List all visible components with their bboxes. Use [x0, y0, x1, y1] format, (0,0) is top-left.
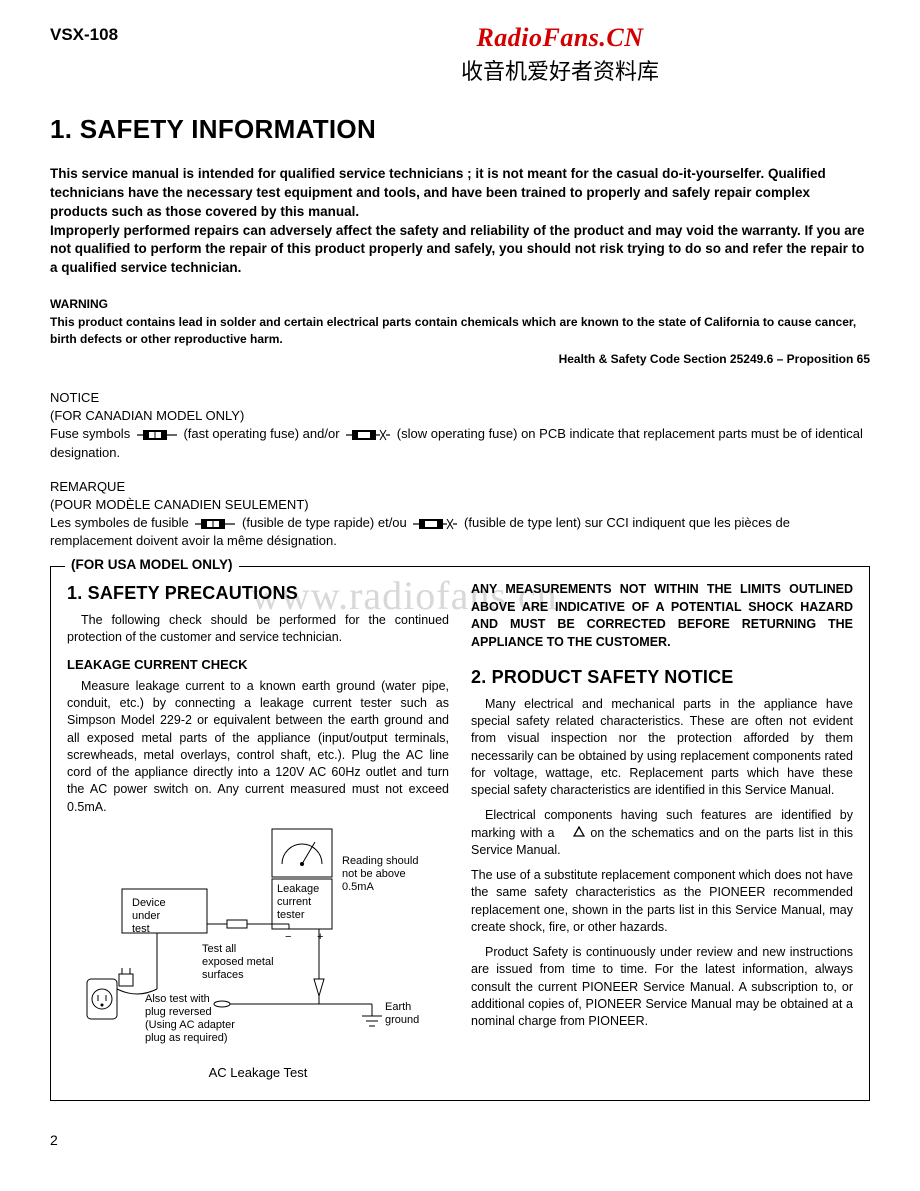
model-number: VSX-108	[50, 20, 250, 47]
diagram-device-l2: under	[132, 910, 160, 922]
diagram-caption: AC Leakage Test	[67, 1064, 449, 1082]
diagram-device-l3: test	[132, 923, 150, 935]
diagram-tester-l2: current	[277, 896, 311, 908]
diagram-plug-l1: Also test with	[145, 993, 210, 1005]
safety-precautions-head: 1. SAFETY PRECAUTIONS	[67, 581, 449, 605]
leakage-diagram: Leakage current tester − + Reading should…	[67, 824, 449, 1082]
warning-block: WARNING This product contains lead in so…	[50, 296, 870, 367]
notice-en: NOTICE (FOR CANADIAN MODEL ONLY) Fuse sy…	[50, 389, 870, 462]
notice-fr-body: Les symboles de fusible (fusible de type…	[50, 514, 870, 550]
leakage-check-head: LEAKAGE CURRENT CHECK	[67, 656, 449, 674]
right-column: ANY MEASUREMENTS NOT WITHIN THE LIMITS O…	[471, 581, 853, 1081]
diagram-earth-l2: ground	[385, 1014, 419, 1026]
safety-precautions-intro: The following check should be performed …	[67, 612, 449, 647]
diagram-testall-l3: surfaces	[202, 969, 244, 981]
watermark-block: RadioFans.CN 收音机爱好者资料库	[250, 20, 870, 87]
diagram-reading-l2: not be above	[342, 868, 406, 880]
diagram-device-l1: Device	[132, 897, 166, 909]
fuse-slow-icon	[346, 428, 390, 442]
left-column: 1. SAFETY PRECAUTIONS The following chec…	[67, 581, 449, 1081]
notice-fr-title: REMARQUE	[50, 478, 870, 496]
fuse-fast-icon	[137, 428, 177, 442]
triangle-icon	[559, 825, 585, 842]
product-safety-p1: Many electrical and mechanical parts in …	[471, 696, 853, 800]
usa-box-legend: (FOR USA MODEL ONLY)	[65, 556, 239, 574]
product-safety-p4: Product Safety is continuously under rev…	[471, 944, 853, 1030]
intro-paragraph: This service manual is intended for qual…	[50, 165, 870, 278]
diagram-testall-l2: exposed metal	[202, 956, 274, 968]
diagram-plug-l4: plug as required)	[145, 1032, 228, 1044]
notice-en-title: NOTICE	[50, 389, 870, 407]
diagram-plug-l2: plug reversed	[145, 1006, 212, 1018]
notice-fr: REMARQUE (POUR MODÈLE CANADIEN SEULEMENT…	[50, 478, 870, 551]
product-safety-p3: The use of a substitute replacement comp…	[471, 867, 853, 936]
watermark-chinese: 收音机爱好者资料库	[250, 57, 870, 87]
diagram-plug-l3: (Using AC adapter	[145, 1019, 235, 1031]
diagram-tester-l3: tester	[277, 909, 305, 921]
usa-box: (FOR USA MODEL ONLY) www.radiofans.cn 1.…	[50, 566, 870, 1100]
diagram-testall-l1: Test all	[202, 943, 236, 955]
diagram-earth-l1: Earth	[385, 1001, 411, 1013]
notice-en-scope: (FOR CANADIAN MODEL ONLY)	[50, 407, 870, 425]
product-safety-head: 2. PRODUCT SAFETY NOTICE	[471, 665, 853, 689]
diagram-reading-l1: Reading should	[342, 855, 418, 867]
product-safety-p2: Electrical components having such featur…	[471, 807, 853, 859]
svg-text:+: +	[317, 931, 323, 943]
fuse-fast-icon	[195, 517, 235, 531]
header: VSX-108 RadioFans.CN 收音机爱好者资料库	[50, 20, 870, 87]
notice-en-body: Fuse symbols (fast operating fuse) and/o…	[50, 425, 870, 461]
fuse-slow-icon	[413, 517, 457, 531]
leakage-check-body: Measure leakage current to a known earth…	[67, 678, 449, 816]
shock-hazard-note: ANY MEASUREMENTS NOT WITHIN THE LIMITS O…	[471, 581, 853, 651]
svg-text:−: −	[285, 931, 291, 943]
warning-body: This product contains lead in solder and…	[50, 314, 870, 346]
prop65-line: Health & Safety Code Section 25249.6 – P…	[50, 351, 870, 367]
section-title: 1. SAFETY INFORMATION	[50, 112, 870, 147]
watermark-english: RadioFans.CN	[250, 20, 870, 55]
notice-fr-scope: (POUR MODÈLE CANADIEN SEULEMENT)	[50, 496, 870, 514]
diagram-tester-l1: Leakage	[277, 883, 319, 895]
page-number: 2	[50, 1131, 870, 1150]
warning-head: WARNING	[50, 296, 870, 312]
diagram-reading-l3: 0.5mA	[342, 881, 374, 893]
